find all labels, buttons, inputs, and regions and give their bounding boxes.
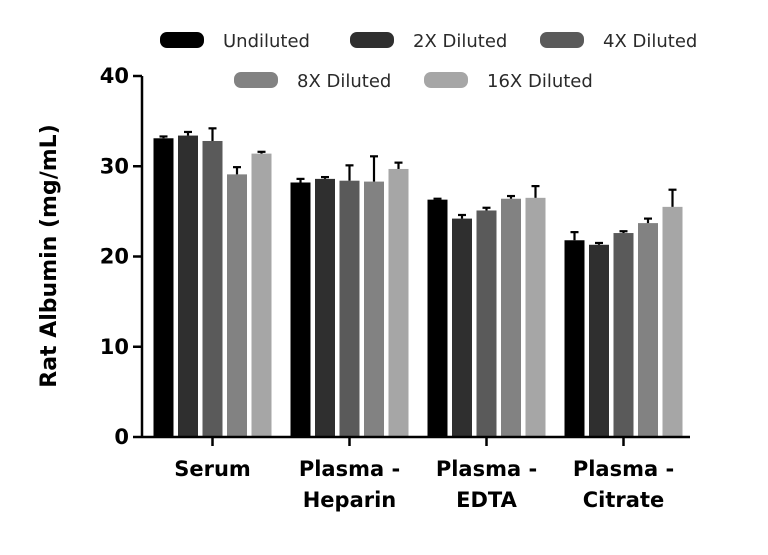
legend-swatch bbox=[540, 32, 584, 48]
bar bbox=[202, 140, 223, 438]
legend-label: Undiluted bbox=[223, 31, 310, 52]
bar bbox=[476, 210, 497, 437]
bars bbox=[153, 127, 683, 438]
x-tick-label: Plasma - bbox=[573, 457, 674, 481]
legend-label: 8X Diluted bbox=[297, 71, 391, 92]
bar bbox=[153, 138, 174, 437]
y-tick-label: 40 bbox=[100, 64, 129, 88]
legend-swatch bbox=[350, 32, 394, 48]
bar bbox=[564, 240, 585, 437]
bar bbox=[290, 182, 311, 437]
legend-label: 2X Diluted bbox=[413, 31, 507, 52]
y-tick-label: 30 bbox=[100, 154, 129, 178]
bar bbox=[364, 181, 384, 437]
bar bbox=[388, 168, 409, 437]
x-tick-label: Heparin bbox=[303, 488, 397, 512]
legend-label: 16X Diluted bbox=[487, 71, 593, 92]
y-tick-label: 20 bbox=[100, 245, 129, 269]
legend-label: 4X Diluted bbox=[603, 31, 697, 52]
axes: 0 10 20 30 40 Serum Plasma - Heparin Plasma - EDT… bbox=[100, 64, 690, 512]
bar bbox=[178, 135, 198, 437]
legend-swatch bbox=[160, 32, 204, 48]
y-tick-label: 0 bbox=[114, 425, 129, 449]
x-tick-label: Plasma - bbox=[436, 457, 537, 481]
bar bbox=[613, 233, 634, 437]
x-tick-label: Plasma - bbox=[299, 457, 400, 481]
bar bbox=[227, 174, 247, 437]
bar bbox=[638, 223, 658, 437]
bar bbox=[589, 244, 609, 437]
legend-swatch bbox=[424, 72, 468, 88]
bar bbox=[452, 218, 472, 437]
bar bbox=[315, 178, 335, 437]
bar bbox=[427, 199, 448, 437]
legend: Undiluted 2X Diluted 4X Diluted 8X Diluted 1… bbox=[160, 31, 697, 92]
bar bbox=[339, 180, 360, 437]
bar bbox=[662, 206, 683, 437]
bar bbox=[251, 153, 272, 438]
y-tick-label: 10 bbox=[100, 335, 129, 359]
legend-swatch bbox=[234, 72, 278, 88]
x-tick-label: EDTA bbox=[456, 488, 517, 512]
x-tick-label: Serum bbox=[174, 457, 251, 481]
y-axis-label: Rat Albumin (mg/mL) bbox=[37, 124, 62, 387]
bar bbox=[501, 198, 521, 437]
bar bbox=[525, 197, 546, 437]
x-tick-label: Citrate bbox=[583, 488, 664, 512]
